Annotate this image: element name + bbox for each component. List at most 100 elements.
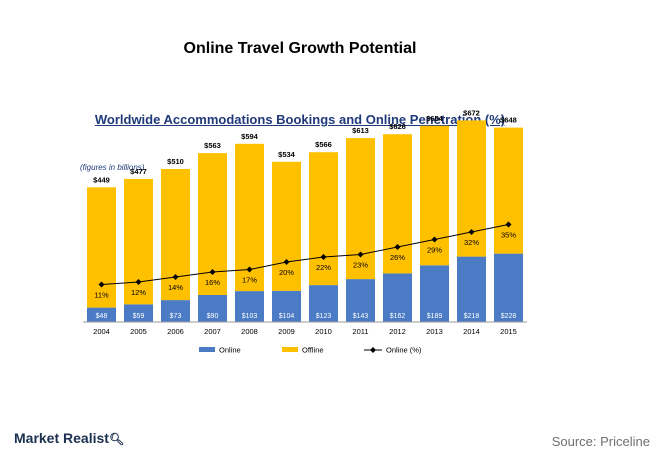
online-label-2004: $48 xyxy=(96,313,108,320)
line-marker-2007 xyxy=(209,269,216,275)
pct-label-2012: 26% xyxy=(390,253,405,262)
total-label-2005: $477 xyxy=(130,167,147,176)
online-label-2013: $189 xyxy=(427,313,443,320)
bar-offline-2010 xyxy=(309,152,338,286)
total-label-2014: $672 xyxy=(463,108,480,117)
chart-title: Worldwide Accommodations Bookings and On… xyxy=(94,112,506,127)
legend-marker-pct xyxy=(370,347,376,353)
bar-offline-2004 xyxy=(87,187,116,308)
bar-online-2015 xyxy=(494,253,523,322)
bar-offline-2013 xyxy=(420,125,449,266)
total-label-2010: $566 xyxy=(315,140,332,149)
online-pct-line xyxy=(101,224,509,285)
total-label-2008: $594 xyxy=(241,132,259,141)
online-label-2005: $59 xyxy=(133,313,145,320)
x-tick-2014: 2014 xyxy=(463,327,480,336)
bar-offline-2012 xyxy=(383,134,412,274)
pct-label-2014: 32% xyxy=(464,238,479,247)
line-layer xyxy=(98,221,512,288)
bar-offline-2009 xyxy=(272,161,301,291)
x-tick-2005: 2005 xyxy=(130,327,147,336)
total-label-2004: $449 xyxy=(93,175,110,184)
bar-online-2013 xyxy=(420,265,449,322)
total-label-2007: $563 xyxy=(204,141,221,150)
line-marker-2010 xyxy=(320,254,327,260)
line-marker-2005 xyxy=(135,279,142,285)
line-marker-2011 xyxy=(357,251,364,258)
pct-label-2005: 12% xyxy=(131,288,146,297)
line-marker-2013 xyxy=(431,236,438,243)
units-note: (figures in billions) xyxy=(80,163,145,172)
online-label-2009: $104 xyxy=(279,313,295,320)
pct-label-2008: 17% xyxy=(242,276,257,285)
brand-name: Market Realist xyxy=(14,430,109,446)
total-label-2009: $534 xyxy=(278,150,296,159)
legend-swatch-online xyxy=(199,347,215,352)
total-label-2015: $648 xyxy=(500,116,517,125)
legend-label-pct: Online (%) xyxy=(386,346,422,355)
x-tick-2010: 2010 xyxy=(315,327,332,336)
bar-online-2006 xyxy=(161,300,190,322)
legend-label-offline: Offline xyxy=(302,346,324,355)
line-marker-2015 xyxy=(505,221,512,228)
pct-label-2006: 14% xyxy=(168,283,183,292)
pct-label-2015: 35% xyxy=(501,231,516,240)
legend-swatch-offline xyxy=(282,347,298,352)
line-marker-2012 xyxy=(394,244,401,250)
bars-layer xyxy=(87,120,523,322)
x-tick-2015: 2015 xyxy=(500,327,517,336)
pct-label-2007: 16% xyxy=(205,278,220,287)
pct-label-2011: 23% xyxy=(353,261,368,270)
bar-online-2005 xyxy=(124,304,153,322)
online-label-2015: $228 xyxy=(501,313,517,320)
magnifier-icon: 🔍︎ xyxy=(108,432,125,446)
online-label-2007: $90 xyxy=(207,313,219,320)
bar-online-2010 xyxy=(309,285,338,322)
bar-online-2004 xyxy=(87,307,116,322)
pct-label-2010: 22% xyxy=(316,263,331,272)
labels-layer: $449 $48 2004 11% $477 $59 2005 12% $510 $73 2006 1… xyxy=(93,108,517,336)
pct-label-2004: 11% xyxy=(94,291,109,300)
total-label-2011: $613 xyxy=(352,126,369,135)
legend: Online Offline Online (%) xyxy=(199,346,422,355)
total-label-2012: $626 xyxy=(389,122,406,131)
online-label-2012: $162 xyxy=(390,313,406,320)
bar-online-2012 xyxy=(383,273,412,322)
line-marker-2006 xyxy=(172,274,179,280)
total-label-2013: $654 xyxy=(426,114,444,123)
bar-offline-2011 xyxy=(346,138,375,280)
x-tick-2004: 2004 xyxy=(93,327,110,336)
source-note: Source: Priceline xyxy=(551,434,650,449)
bar-offline-2005 xyxy=(124,178,153,305)
online-label-2014: $218 xyxy=(464,313,480,320)
online-label-2006: $73 xyxy=(170,313,182,320)
page-title: Online Travel Growth Potential xyxy=(183,40,417,57)
legend-label-online: Online xyxy=(219,346,241,355)
online-label-2010: $123 xyxy=(316,313,332,320)
pct-label-2013: 29% xyxy=(427,246,442,255)
bar-online-2008 xyxy=(235,291,264,322)
pct-label-2009: 20% xyxy=(279,268,294,277)
line-marker-2009 xyxy=(283,259,290,265)
bar-offline-2014 xyxy=(457,120,486,257)
online-label-2011: $143 xyxy=(353,313,369,320)
bar-offline-2015 xyxy=(494,127,523,254)
x-tick-2013: 2013 xyxy=(426,327,443,336)
bar-online-2007 xyxy=(198,295,227,322)
bar-offline-2006 xyxy=(161,169,190,301)
line-marker-2004 xyxy=(98,281,105,288)
x-tick-2012: 2012 xyxy=(389,327,406,336)
x-tick-2006: 2006 xyxy=(167,327,184,336)
line-marker-2014 xyxy=(468,229,475,235)
line-marker-2008 xyxy=(246,266,253,273)
brand-logo: Market Realist🔍︎ xyxy=(14,430,124,446)
bar-online-2014 xyxy=(457,256,486,322)
total-label-2006: $510 xyxy=(167,157,184,166)
online-label-2008: $103 xyxy=(242,313,258,320)
bar-online-2009 xyxy=(272,290,301,322)
x-tick-2008: 2008 xyxy=(241,327,258,336)
x-tick-2009: 2009 xyxy=(278,327,295,336)
bar-online-2011 xyxy=(346,279,375,322)
x-tick-2007: 2007 xyxy=(204,327,221,336)
